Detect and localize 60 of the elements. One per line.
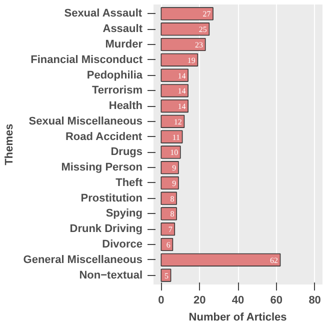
bar — [160, 161, 179, 174]
y-axis-title: Themes — [3, 124, 16, 166]
data-label: 62 — [270, 256, 278, 265]
bar — [160, 68, 188, 82]
y-tick-label: Drugs — [110, 146, 142, 158]
y-tick-label: Pedophilia — [86, 69, 144, 82]
y-tick-label: Terrorism — [92, 84, 143, 97]
y-tick-label: Spying — [106, 208, 143, 220]
data-label: 19 — [187, 56, 196, 65]
data-label: 14 — [178, 86, 186, 96]
bar — [160, 222, 176, 236]
bar — [160, 114, 185, 128]
x-tick-label: 0 — [158, 294, 164, 306]
data-label: 6 — [166, 240, 170, 250]
data-label: 5 — [164, 271, 168, 280]
y-tick-label: Divorce — [102, 238, 143, 250]
bar — [160, 146, 181, 159]
data-label: 7 — [168, 225, 172, 234]
bar — [160, 7, 214, 20]
x-tick-label: 60 — [270, 294, 283, 306]
bar — [160, 192, 177, 205]
y-tick-label: Non−textual — [79, 269, 143, 282]
bar — [160, 130, 183, 144]
data-label: 23 — [195, 40, 204, 50]
data-label: 9 — [172, 178, 176, 188]
data-label: 8 — [170, 210, 174, 219]
bar — [160, 22, 210, 36]
bar — [160, 176, 179, 190]
x-tick-label: 20 — [193, 294, 206, 306]
data-label: 12 — [174, 117, 182, 126]
data-label: 9 — [172, 164, 176, 173]
y-tick-label: Murder — [105, 38, 144, 50]
bar — [160, 84, 188, 98]
y-tick-label: Missing Person — [61, 162, 143, 174]
y-tick-label: Sexual Assault — [64, 8, 142, 20]
y-tick-label: Health — [108, 100, 143, 112]
y-tick-label: Drunk Driving — [70, 223, 143, 236]
bar — [160, 207, 177, 220]
bar — [160, 99, 188, 113]
y-tick-label: Road Accident — [65, 130, 142, 143]
y-tick-label: Assault — [102, 23, 143, 36]
data-label: 11 — [172, 132, 180, 142]
data-label: 14 — [178, 71, 186, 80]
data-label: 8 — [170, 194, 174, 204]
x-tick-label: 80 — [308, 294, 321, 306]
y-tick-label: Prostitution — [80, 192, 143, 204]
bar — [160, 38, 206, 52]
y-tick-label: Financial Misconduct — [30, 54, 143, 66]
bar — [160, 268, 172, 282]
y-tick-label: General Miscellaneous — [23, 254, 142, 266]
data-label: 14 — [178, 102, 186, 112]
data-label: 25 — [198, 25, 207, 34]
x-tick-label: 40 — [232, 294, 244, 306]
bar — [160, 253, 281, 266]
y-tick-label: Theft — [116, 176, 143, 189]
data-label: 27 — [202, 10, 211, 19]
bar — [160, 53, 198, 66]
x-axis-title: Number of Articles — [188, 312, 287, 324]
data-label: 10 — [170, 148, 178, 158]
y-tick-label: Sexual Miscellaneous — [28, 115, 142, 128]
